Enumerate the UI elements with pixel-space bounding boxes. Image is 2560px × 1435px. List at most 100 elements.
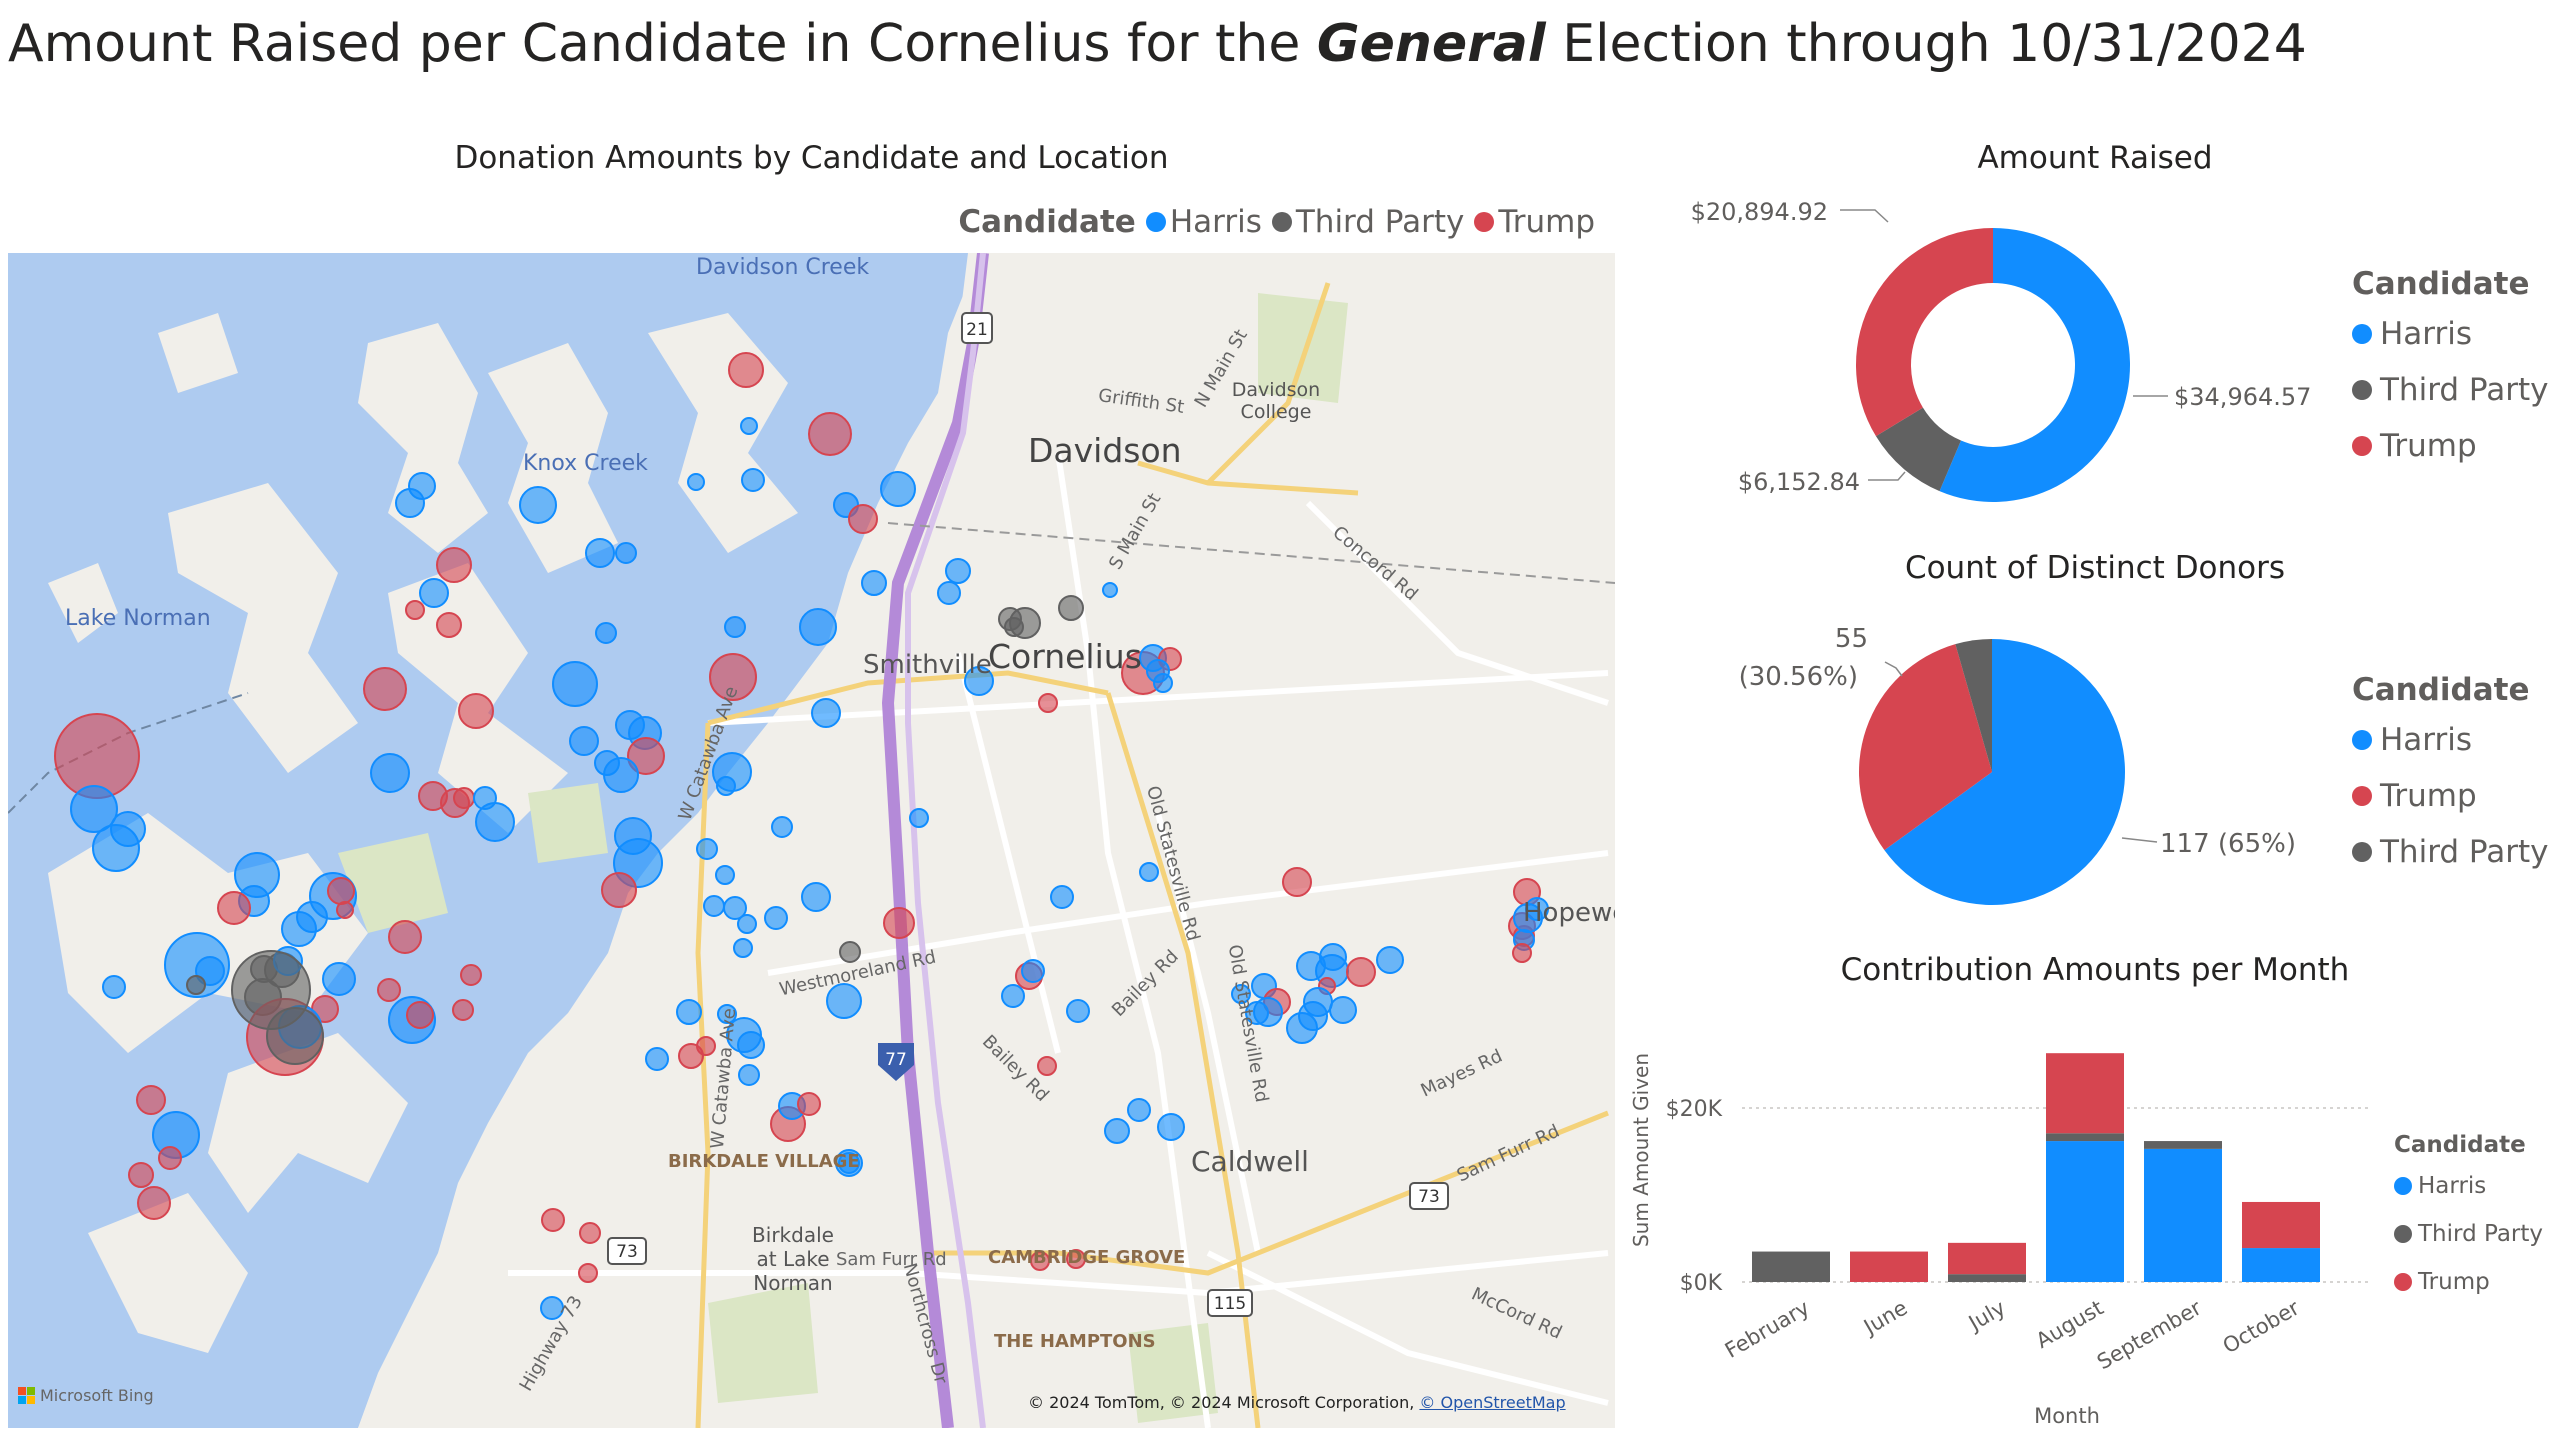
donation-bubble-harris[interactable] [945, 558, 971, 584]
donation-bubble-trump[interactable] [883, 907, 915, 939]
bar-legend-item-trump[interactable]: Trump [2394, 1258, 2543, 1306]
bar-october-trump[interactable] [2242, 1201, 2320, 1249]
bar-august-harris[interactable] [2046, 1141, 2124, 1282]
donation-bubble-trump[interactable] [377, 978, 401, 1002]
map-legend-item-trump[interactable]: Trump [1474, 204, 1595, 240]
donation-bubble-trump[interactable] [137, 1186, 171, 1220]
donation-bubble-harris[interactable] [937, 581, 961, 605]
donation-bubble-harris[interactable] [645, 1047, 669, 1071]
donation-bubble-trump[interactable] [541, 1208, 565, 1232]
donation-bubble-trump[interactable] [458, 693, 494, 729]
bar-july-third-party[interactable] [1948, 1274, 2026, 1282]
donation-bubble-third-party[interactable] [1058, 595, 1084, 621]
donut-legend-item-harris[interactable]: Harris [2352, 306, 2548, 362]
donation-bubble-harris[interactable] [1102, 582, 1118, 598]
donation-bubble-harris[interactable] [733, 938, 753, 958]
donation-bubble-harris[interactable] [687, 473, 705, 491]
donation-bubble-harris[interactable] [811, 698, 841, 728]
donation-bubble-harris[interactable] [964, 666, 994, 696]
pie-legend-item-third-party[interactable]: Third Party [2352, 824, 2548, 880]
donation-bubble-trump[interactable] [158, 1146, 182, 1170]
donut-slice-trump[interactable] [1856, 228, 1993, 437]
bar-august-third-party[interactable] [2046, 1133, 2124, 1142]
bar-october-harris[interactable] [2242, 1248, 2320, 1282]
donation-bubble-trump[interactable] [797, 1092, 821, 1116]
donation-bubble-trump[interactable] [128, 1162, 154, 1188]
donation-bubble-trump[interactable] [1282, 867, 1312, 897]
donation-bubble-harris[interactable] [738, 1064, 760, 1086]
donation-bubble-harris[interactable] [603, 757, 639, 793]
bar-legend-item-third-party[interactable]: Third Party [2394, 1210, 2543, 1258]
distinct-donors-pie-chart[interactable]: 55 (30.56%) 117 (65%) [1660, 620, 2360, 920]
donation-bubble-trump[interactable] [460, 964, 482, 986]
donation-bubble-trump[interactable] [452, 999, 474, 1021]
donation-bubble-harris[interactable] [552, 661, 598, 707]
donation-bubbles[interactable] [54, 352, 1549, 1320]
donation-bubble-trump[interactable] [1038, 693, 1058, 713]
donation-bubble-trump[interactable] [578, 1263, 598, 1283]
donation-bubble-harris[interactable] [737, 914, 757, 934]
donation-bubble-harris[interactable] [1286, 1012, 1318, 1044]
donation-bubble-harris[interactable] [1066, 999, 1090, 1023]
donation-bubble-harris[interactable] [540, 1296, 564, 1320]
donation-bubble-trump[interactable] [327, 877, 355, 905]
donation-bubble-harris[interactable] [370, 753, 410, 793]
donation-bubble-harris[interactable] [740, 417, 758, 435]
monthly-contributions-bar-chart[interactable]: Sum Amount Given Month $20K $0K February… [1630, 1020, 2560, 1435]
donation-bubble-harris[interactable] [1153, 673, 1173, 693]
donut-slice-third-party[interactable] [1875, 407, 1961, 492]
donation-bubble-trump[interactable] [363, 667, 407, 711]
donation-bubble-trump[interactable] [601, 872, 637, 908]
donation-map[interactable]: 21 77 73 73 115 Davidson Creek Knox Cree… [8, 253, 1615, 1428]
donation-bubble-trump[interactable] [217, 891, 251, 925]
donation-bubble-trump[interactable] [627, 737, 665, 775]
donation-bubble-harris[interactable] [585, 538, 615, 568]
donation-bubble-trump[interactable] [388, 920, 422, 954]
pie-legend-item-harris[interactable]: Harris [2352, 712, 2548, 768]
donation-bubble-harris[interactable] [861, 570, 887, 596]
bar-september-harris[interactable] [2144, 1148, 2222, 1282]
donation-bubble-harris[interactable] [1104, 1118, 1130, 1144]
donation-bubble-harris[interactable] [395, 488, 425, 518]
bar-august-trump[interactable] [2046, 1053, 2124, 1134]
bar-february-third-party[interactable] [1752, 1251, 1830, 1282]
pie-slice-trump[interactable] [1859, 644, 1992, 851]
donation-bubble-trump[interactable] [405, 600, 425, 620]
donation-bubble-harris[interactable] [880, 471, 916, 507]
donation-bubble-third-party[interactable] [266, 1007, 324, 1065]
donut-slice-harris[interactable] [1939, 228, 2130, 503]
donation-bubble-harris[interactable] [615, 542, 637, 564]
donation-bubble-harris[interactable] [835, 1149, 863, 1177]
donation-bubble-trump[interactable] [848, 504, 878, 534]
donation-bubble-harris[interactable] [281, 911, 317, 947]
donation-bubble-trump[interactable] [579, 1222, 601, 1244]
bar-legend-item-harris[interactable]: Harris [2394, 1162, 2543, 1210]
donation-bubble-harris[interactable] [475, 802, 515, 842]
donation-bubble-harris[interactable] [1245, 1001, 1269, 1025]
map-legend-item-third-party[interactable]: Third Party [1271, 204, 1464, 240]
donation-bubble-third-party[interactable] [186, 975, 206, 995]
donation-bubble-harris[interactable] [92, 824, 140, 872]
donation-bubble-harris[interactable] [1525, 897, 1549, 921]
donation-bubble-harris[interactable] [715, 865, 735, 885]
donation-bubble-harris[interactable] [1139, 862, 1159, 882]
amount-raised-donut-chart[interactable]: $20,894.92 $34,964.57 $6,152.84 [1660, 200, 2360, 540]
donation-bubble-trump[interactable] [696, 1036, 716, 1056]
donation-bubble-harris[interactable] [595, 622, 617, 644]
donation-bubble-trump[interactable] [436, 612, 462, 638]
pie-legend-item-trump[interactable]: Trump [2352, 768, 2548, 824]
donation-bubble-harris[interactable] [703, 895, 725, 917]
donation-bubble-trump[interactable] [136, 1085, 166, 1115]
donation-bubble-trump[interactable] [436, 547, 472, 583]
donation-bubble-trump[interactable] [406, 1001, 434, 1029]
donation-bubble-harris[interactable] [70, 785, 118, 833]
donation-bubble-harris[interactable] [741, 468, 765, 492]
donation-bubble-harris[interactable] [102, 975, 126, 999]
bar-june-trump[interactable] [1850, 1251, 1928, 1282]
donation-bubble-harris[interactable] [1376, 946, 1404, 974]
pie-slice-harris[interactable] [1884, 639, 2125, 905]
donation-bubble-harris[interactable] [799, 608, 837, 646]
donation-bubble-trump[interactable] [1066, 1249, 1086, 1269]
map-legend-item-harris[interactable]: Harris [1145, 204, 1262, 240]
donation-bubble-trump[interactable] [808, 412, 852, 456]
